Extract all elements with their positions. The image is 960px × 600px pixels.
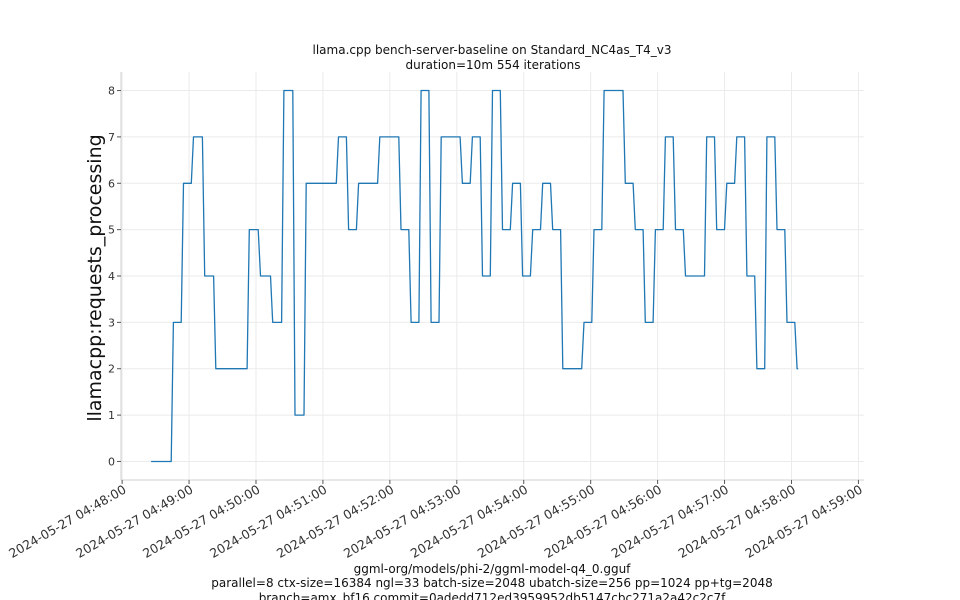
x-tick-label: 2024-05-27 04:53:00 — [341, 482, 464, 561]
y-tick-label: 1 — [108, 409, 115, 422]
x-tick-label: 2024-05-27 04:51:00 — [207, 482, 330, 561]
y-tick-label: 3 — [108, 316, 115, 329]
y-tick-label: 4 — [108, 270, 115, 283]
x-caption-commit: branch=amx_bf16 commit=0adedd712ed395995… — [259, 591, 726, 600]
grid-lines — [121, 72, 864, 480]
x-tick-label: 2024-05-27 04:54:00 — [408, 482, 531, 561]
x-tick-label: 2024-05-27 04:58:00 — [676, 482, 799, 561]
chart-subtitle: duration=10m 554 iterations — [406, 58, 581, 72]
y-tick-label: 7 — [108, 131, 115, 144]
x-tick-label: 2024-05-27 04:49:00 — [73, 482, 196, 561]
x-tick-label: 2024-05-27 04:55:00 — [475, 482, 598, 561]
series-line — [151, 89, 799, 463]
chart-title: llama.cpp bench-server-baseline on Stand… — [313, 43, 672, 57]
x-caption-model: ggml-org/models/phi-2/ggml-model-q4_0.gg… — [354, 562, 632, 576]
x-tick-label: 2024-05-27 04:48:00 — [6, 482, 129, 561]
x-tick-label: 2024-05-27 04:52:00 — [274, 482, 397, 561]
y-tick-label: 0 — [108, 455, 115, 468]
y-tick-label: 6 — [108, 177, 115, 190]
series-layer — [151, 89, 799, 463]
y-tick-label: 2 — [108, 363, 115, 376]
y-tick-label: 8 — [108, 85, 115, 98]
x-tick-label: 2024-05-27 04:57:00 — [609, 482, 732, 561]
x-tick-label: 2024-05-27 04:50:00 — [140, 482, 263, 561]
x-caption-params: parallel=8 ctx-size=16384 ngl=33 batch-s… — [211, 576, 772, 590]
x-tick-label: 2024-05-27 04:59:00 — [742, 482, 865, 561]
y-axis-label: llamacpp:requests_processing — [84, 134, 106, 421]
x-tick-label: 2024-05-27 04:56:00 — [542, 482, 665, 561]
y-tick-label: 5 — [108, 224, 115, 237]
y-axis-ticks: 0 1 2 3 4 5 6 7 8 — [108, 85, 121, 468]
